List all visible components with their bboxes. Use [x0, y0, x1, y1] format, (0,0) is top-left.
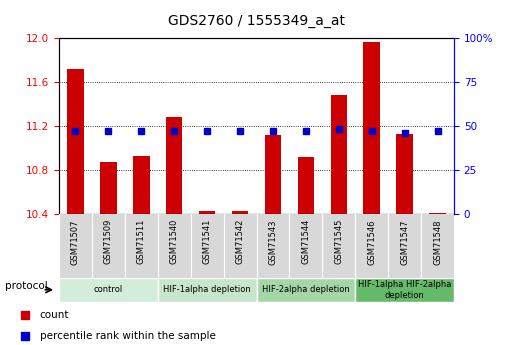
Bar — [256, 278, 355, 302]
Bar — [397, 134, 413, 214]
Bar — [330, 95, 347, 214]
Bar — [166, 117, 183, 214]
Bar — [199, 210, 215, 214]
Text: count: count — [40, 310, 69, 320]
Text: percentile rank within the sample: percentile rank within the sample — [40, 331, 215, 341]
Text: GSM71507: GSM71507 — [71, 219, 80, 265]
Bar — [355, 278, 454, 302]
Text: protocol: protocol — [5, 282, 48, 291]
Bar — [158, 278, 256, 302]
Text: GSM71546: GSM71546 — [367, 219, 376, 265]
Text: GSM71547: GSM71547 — [400, 219, 409, 265]
Bar — [67, 69, 84, 214]
Text: control: control — [94, 285, 123, 294]
Text: GSM71509: GSM71509 — [104, 219, 113, 264]
Bar — [232, 210, 248, 214]
Text: HIF-1alpha depletion: HIF-1alpha depletion — [163, 285, 251, 294]
Text: HIF-1alpha HIF-2alpha
depletion: HIF-1alpha HIF-2alpha depletion — [358, 280, 451, 299]
Text: GSM71545: GSM71545 — [334, 219, 343, 264]
Text: GSM71543: GSM71543 — [268, 219, 278, 265]
Bar — [133, 156, 149, 214]
Text: GDS2760 / 1555349_a_at: GDS2760 / 1555349_a_at — [168, 14, 345, 28]
Text: GSM71540: GSM71540 — [170, 219, 179, 264]
Bar — [265, 135, 281, 214]
Text: HIF-2alpha depletion: HIF-2alpha depletion — [262, 285, 350, 294]
Bar — [364, 42, 380, 214]
Bar — [59, 278, 158, 302]
Text: GSM71511: GSM71511 — [137, 219, 146, 264]
Text: GSM71541: GSM71541 — [203, 219, 212, 264]
Bar — [298, 157, 314, 214]
Bar — [100, 162, 116, 214]
Text: GSM71544: GSM71544 — [301, 219, 310, 264]
Bar — [429, 213, 446, 214]
Text: GSM71542: GSM71542 — [235, 219, 245, 264]
Text: GSM71548: GSM71548 — [433, 219, 442, 265]
